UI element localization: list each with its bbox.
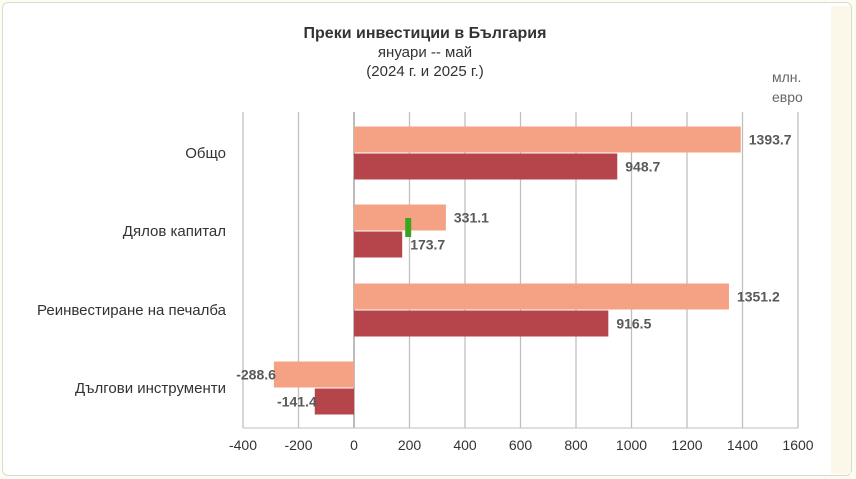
x-tick-label: 200 <box>398 437 422 453</box>
bar <box>354 310 609 337</box>
data-label: 916.5 <box>616 316 651 332</box>
data-label: 173.7 <box>410 237 445 253</box>
x-tick-label: 0 <box>350 437 358 453</box>
x-tick-label: 1200 <box>671 437 702 453</box>
data-label: -288.6 <box>236 367 276 383</box>
unit-label: млн. евро <box>772 69 803 105</box>
x-tick-label: 1000 <box>616 437 647 453</box>
x-tick-label: 1400 <box>727 437 758 453</box>
bar <box>354 204 446 231</box>
bar <box>314 388 354 415</box>
x-tick-label: 400 <box>453 437 477 453</box>
chart-subtitle: януари -- май <box>377 44 473 61</box>
bar <box>354 126 741 153</box>
bar <box>354 153 618 180</box>
data-label: 331.1 <box>454 210 489 226</box>
x-tick-label: 1600 <box>782 437 813 453</box>
data-label: -141.4 <box>277 394 317 410</box>
x-tick-label: -400 <box>229 437 257 453</box>
data-label: 1351.2 <box>737 289 780 305</box>
data-label: 948.7 <box>625 159 660 175</box>
chart-title-block: Преки инвестиции в България януари -- ма… <box>235 24 615 82</box>
chart-title: Преки инвестиции в България <box>303 25 547 42</box>
category-label: Дългови инструменти <box>75 380 226 397</box>
category-label: Дялов капитал <box>123 223 226 240</box>
category-label: Общо <box>185 145 226 162</box>
data-label: 1393.7 <box>749 132 792 148</box>
x-tick-label: -200 <box>284 437 312 453</box>
category-label: Реинвестиране на печалба <box>37 302 227 319</box>
bar <box>354 231 403 258</box>
bar <box>273 361 354 388</box>
marker <box>405 218 412 237</box>
chart-period: (2024 г. и 2025 г.) <box>366 63 484 80</box>
x-tick-label: 600 <box>509 437 533 453</box>
bar <box>354 283 729 310</box>
side-strip <box>831 6 851 474</box>
x-tick-label: 800 <box>564 437 588 453</box>
